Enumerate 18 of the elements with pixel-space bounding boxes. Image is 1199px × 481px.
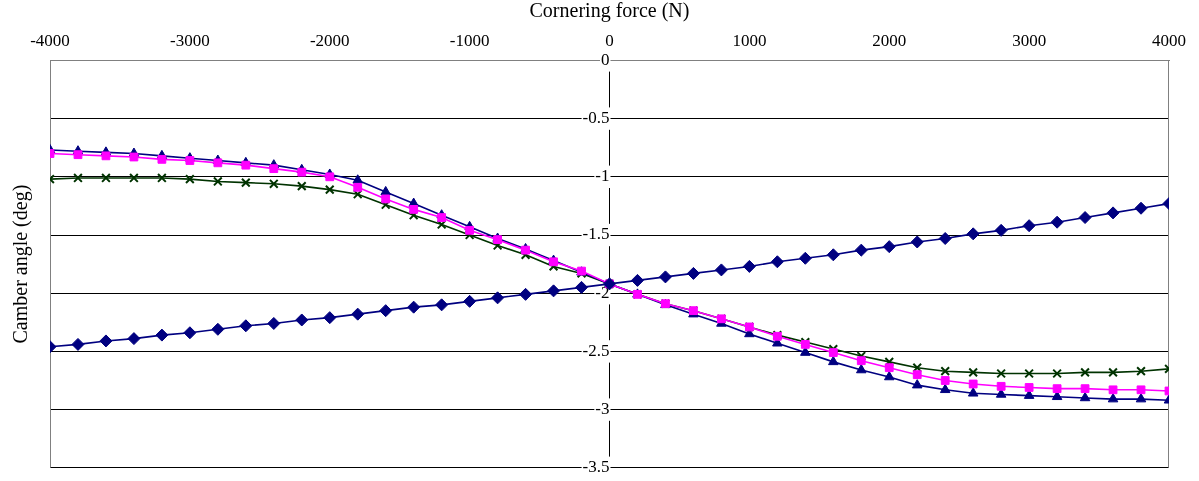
y-axis-title: Camber angle (deg) <box>9 184 33 344</box>
x-tick-label: 4000 <box>1152 30 1186 50</box>
x-tick-label: 1000 <box>732 30 767 50</box>
y-tick-label: -3.5 <box>582 457 610 477</box>
x-tick-label: -1000 <box>449 30 490 50</box>
x-tick-label: 2000 <box>872 30 907 50</box>
x-tick-label: 3000 <box>1012 30 1047 50</box>
x-tick-label: -2000 <box>309 30 350 50</box>
y-tick-label: -3 <box>595 399 610 419</box>
y-tick-label: -2 <box>595 282 610 302</box>
y-tick-label: -0.5 <box>582 108 610 128</box>
x-tick-label: -4000 <box>30 30 70 50</box>
y-tick-label: -2.5 <box>582 340 610 360</box>
y-tick-label: 0 <box>601 49 610 69</box>
x-tick-label: -3000 <box>170 30 210 50</box>
x-axis-title: Cornering force (N) <box>529 0 690 23</box>
y-tick-label: -1 <box>595 166 610 186</box>
y-tick-label: -1.5 <box>582 224 610 244</box>
